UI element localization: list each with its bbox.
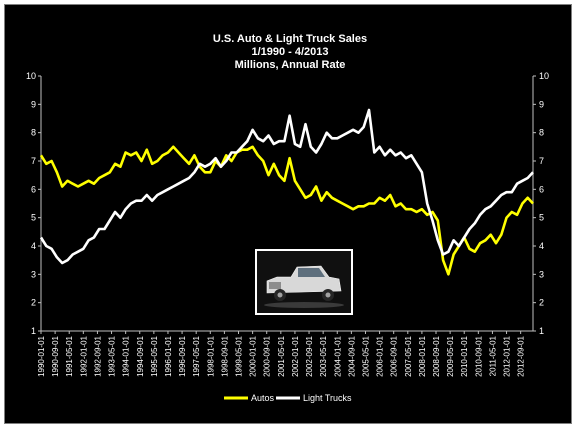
y-tick-right-label: 6 — [539, 184, 544, 194]
y-tick-right-label: 7 — [539, 156, 544, 166]
y-tick-left-label: 1 — [31, 326, 36, 336]
y-tick-right-label: 2 — [539, 298, 544, 308]
legend-label-light-trucks: Light Trucks — [303, 393, 352, 403]
y-tick-right-label: 10 — [539, 71, 549, 81]
chart-subtitle-units: Millions, Annual Rate — [235, 59, 346, 71]
x-tick-label: 2000-01-01 — [249, 335, 258, 376]
y-tick-left-label: 8 — [31, 128, 36, 138]
y-tick-left-label: 2 — [31, 298, 36, 308]
x-tick-label: 1992-09-01 — [93, 335, 102, 376]
x-tick-label: 2001-05-01 — [277, 335, 286, 376]
y-tick-right-label: 8 — [539, 128, 544, 138]
y-tick-right-label: 4 — [539, 241, 544, 251]
x-tick-label: 2008-09-01 — [432, 335, 441, 376]
x-tick-label: 1998-09-01 — [220, 335, 229, 376]
legend: Autos Light Trucks — [224, 393, 352, 403]
y-tick-right-label: 3 — [539, 269, 544, 279]
x-tick-label: 1998-01-01 — [206, 335, 215, 376]
series-line-light-trucks — [39, 108, 534, 265]
x-tick-label: 2010-09-01 — [474, 335, 483, 376]
x-tick-label: 1990-01-01 — [37, 335, 46, 376]
y-tick-left-label: 3 — [31, 269, 36, 279]
x-tick-label: 1991-05-01 — [65, 335, 74, 376]
x-tick-label: 2002-09-01 — [305, 335, 314, 376]
x-tick-label: 1999-05-01 — [235, 335, 244, 376]
y-axis-left: 1 2 3 4 5 6 7 8 9 10 — [26, 71, 41, 336]
series-layer — [39, 108, 534, 276]
x-tick-label: 2008-01-01 — [418, 335, 427, 376]
x-tick-label: 2002-01-01 — [291, 335, 300, 376]
y-tick-left-label: 5 — [31, 213, 36, 223]
x-axis: 1990-01-01 1990-09-01 1991-05-01 1992-01-01… — [37, 331, 526, 377]
x-tick-label: 1994-01-01 — [122, 335, 131, 376]
x-tick-label: 1994-09-01 — [136, 335, 145, 376]
x-tick-label: 2000-09-01 — [263, 335, 272, 376]
x-tick-label: 2004-01-01 — [333, 335, 342, 376]
x-tick-label: 2010-01-01 — [460, 335, 469, 376]
y-axis-right: 1 2 3 4 5 6 7 8 9 10 — [533, 71, 549, 336]
y-tick-left-label: 6 — [31, 184, 36, 194]
pickup-truck-photo — [255, 249, 353, 315]
x-tick-label: 2012-01-01 — [503, 335, 512, 376]
x-tick-label: 2012-09-01 — [517, 335, 526, 376]
x-tick-label: 1993-05-01 — [108, 335, 117, 376]
x-tick-label: 1997-05-01 — [192, 335, 201, 376]
y-tick-left-label: 7 — [31, 156, 36, 166]
x-tick-label: 1995-05-01 — [150, 335, 159, 376]
legend-label-autos: Autos — [251, 393, 275, 403]
y-tick-right-label: 9 — [539, 99, 544, 109]
chart-frame: U.S. Auto & Light Truck Sales 1/1990 - 4… — [4, 4, 572, 424]
x-tick-label: 2004-09-01 — [347, 335, 356, 376]
y-tick-left-label: 9 — [31, 99, 36, 109]
x-tick-label: 2006-09-01 — [390, 335, 399, 376]
series-line-autos — [39, 145, 534, 276]
chart-subtitle: 1/1990 - 4/2013 — [251, 46, 328, 58]
x-tick-label: 1992-01-01 — [79, 335, 88, 376]
x-tick-label: 2003-05-01 — [319, 335, 328, 376]
y-tick-left-label: 4 — [31, 241, 36, 251]
x-tick-label: 2007-05-01 — [404, 335, 413, 376]
x-tick-label: 1990-09-01 — [51, 335, 60, 376]
y-tick-left-label: 10 — [26, 71, 36, 81]
x-tick-label: 1996-01-01 — [164, 335, 173, 376]
y-tick-right-label: 5 — [539, 213, 544, 223]
x-tick-label: 2009-05-01 — [446, 335, 455, 376]
x-tick-label: 1996-09-01 — [178, 335, 187, 376]
chart-title: U.S. Auto & Light Truck Sales — [213, 33, 367, 45]
x-tick-label: 2006-01-01 — [376, 335, 385, 376]
y-tick-right-label: 1 — [539, 326, 544, 336]
x-tick-label: 2011-05-01 — [488, 335, 497, 376]
x-tick-label: 2005-05-01 — [361, 335, 370, 376]
line-chart: U.S. Auto & Light Truck Sales 1/1990 - 4… — [26, 33, 549, 403]
